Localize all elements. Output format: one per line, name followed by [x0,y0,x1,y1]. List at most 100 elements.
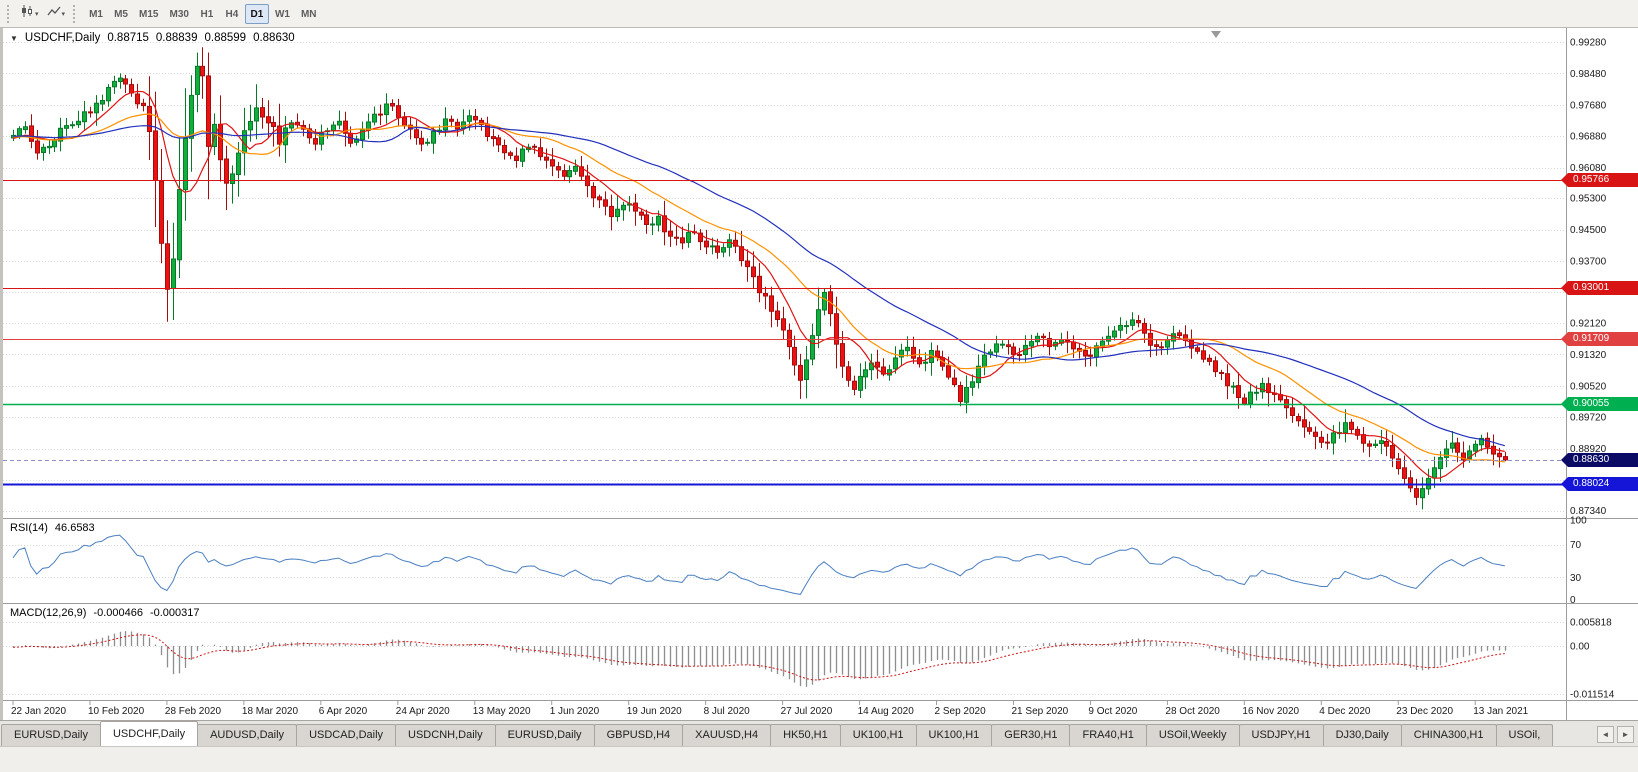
rsi-indicator-label: RSI(14) 46.6583 [10,522,95,534]
date-tick-label: 13 May 2020 [473,706,531,717]
ma-line-8 [12,90,1505,479]
one-click-trading-toggle[interactable]: ▼ [10,33,18,43]
grid-layer [3,42,1566,695]
date-tick-label: 8 Jul 2020 [704,706,751,717]
symbol-tab-hk50-h1[interactable]: HK50,H1 [770,724,841,746]
date-tick-label: 18 Mar 2020 [242,706,299,717]
symbol-tabs: EURUSD,Daily USDCHF,Daily AUDUSD,Daily USDC… [1,721,1554,746]
timeframe-button-mn[interactable]: MN [300,8,317,20]
toolbar-grip[interactable] [7,4,12,23]
symbol-tab-audusd-daily[interactable]: AUDUSD,Daily [197,724,298,746]
timeframe-button-m30[interactable]: M30 [169,8,189,20]
macd-tick-label: 0.005818 [1570,617,1612,628]
caret-down-icon: ▾ [35,10,39,18]
macd-name: MACD(12,26,9) [10,607,87,619]
price-tick-label: 0.97680 [1570,100,1607,111]
price-level-tag[interactable]: 0.91709 [1561,332,1638,346]
moving-averages-layer [12,90,1505,479]
rsi-tick-label: 100 [1570,516,1587,527]
price-tick-label: 0.94500 [1570,225,1607,236]
price-tick-label: 0.93700 [1570,257,1607,268]
price-level-tag[interactable]: 0.90055 [1561,397,1638,411]
top-toolbar: ▾ ▾ M1 M5 M15 M30 H1 H4 D1 W1 MN [0,0,1638,28]
axis-labels: 0.99280 0.98480 0.97680 0.96880 0.96080 0.953… [11,38,1615,718]
price-level-tag[interactable]: 0.93001 [1561,281,1638,295]
tab-scroll-controls: ◄ ► [1593,721,1638,746]
symbol-tab-fra40-h1[interactable]: FRA40,H1 [1069,724,1147,746]
date-tick-label: 28 Feb 2020 [165,706,222,717]
tabs-scroll-right-button[interactable]: ► [1617,725,1634,743]
timeframe-button-h1[interactable]: H1 [200,8,214,20]
symbol-tab-china300-h1[interactable]: CHINA300,H1 [1400,724,1497,746]
date-tick-label: 1 Jun 2020 [550,706,600,717]
symbol-tab-eurusd-daily[interactable]: EURUSD,Daily [494,724,595,746]
price-tick-label: 0.98480 [1570,69,1607,80]
symbol-tab-eurusd-daily[interactable]: EURUSD,Daily [1,724,101,746]
date-tick-label: 2 Sep 2020 [935,706,987,717]
symbol-tab-usdcnh-daily[interactable]: USDCNH,Daily [395,724,496,746]
price-tick-label: 0.99280 [1570,38,1607,49]
rsi-tick-label: 70 [1570,540,1582,551]
caret-down-icon: ▾ [61,10,66,18]
timeframe-button-h4[interactable]: H4 [225,8,239,20]
price-tick-label: 0.92120 [1570,319,1607,330]
symbol-tabbar: EURUSD,Daily USDCHF,Daily AUDUSD,Daily USDC… [0,720,1638,746]
price-tick-label: 0.95300 [1570,194,1607,205]
macd-histogram [12,631,1507,687]
macd-signal: -0.000317 [149,607,200,619]
tabs-scroll-left-button[interactable]: ◄ [1597,725,1614,743]
symbol-tab-uk100-h1[interactable]: UK100,H1 [839,724,917,746]
price-tick-label: 0.88920 [1570,444,1607,455]
chart-shift-marker[interactable] [1211,31,1221,38]
symbol-tab-usdjpy-h1[interactable]: USDJPY,H1 [1238,724,1324,746]
rsi-value: 46.6583 [54,522,95,534]
chart-title: ▼ USDCHF,Daily 0.88715 0.88839 0.88599 0… [10,32,295,44]
date-tick-label: 23 Dec 2020 [1396,706,1453,717]
symbol-tab-gbpusd-h4[interactable]: GBPUSD,H4 [593,724,684,746]
symbol-tab-ger30-h1[interactable]: GER30,H1 [991,724,1071,746]
rsi-name: RSI(14) [10,522,48,534]
macd-value: -0.000466 [93,607,143,619]
price-chart-canvas[interactable]: 0.99280 0.98480 0.97680 0.96880 0.96080 0.953… [3,28,1638,720]
symbol-tab-xauusd-h4[interactable]: XAUUSD,H4 [682,724,772,746]
macd-tick-label: 0.00 [1570,642,1590,653]
status-bar [0,746,1638,772]
ma-line-40 [12,125,1505,447]
timeframe-toolbar: M1 M5 M15 M30 H1 H4 D1 W1 MN [84,3,321,24]
date-tick-label: 21 Sep 2020 [1012,706,1069,717]
price-tick-label: 0.90520 [1570,381,1607,392]
date-tick-label: 19 Jun 2020 [627,706,682,717]
price-level-tag[interactable]: 0.88024 [1561,477,1638,491]
ohlc-open: 0.88715 [107,32,149,44]
timeframe-button-d1[interactable]: D1 [244,3,269,24]
line-chart-icon [47,4,61,23]
timeframe-button-w1[interactable]: W1 [274,8,290,20]
chart-window: 0.99280 0.98480 0.97680 0.96880 0.96080 0.953… [0,28,1638,720]
date-tick-label: 24 Apr 2020 [396,706,450,717]
toolbar-grip[interactable] [73,4,78,23]
chart-type-button[interactable]: ▾ [16,3,43,25]
date-tick-label: 14 Aug 2020 [858,706,915,717]
timeframe-button-m1[interactable]: M1 [89,8,103,20]
date-tick-label: 4 Dec 2020 [1319,706,1371,717]
ma-line-20 [12,113,1505,463]
line-chart-button[interactable]: ▾ [43,3,70,25]
ohlc-close: 0.88630 [253,32,295,44]
symbol-tab-usoil-[interactable]: USOil, [1495,724,1554,746]
symbol-tab-uk100-h1[interactable]: UK100,H1 [915,724,993,746]
price-tick-label: 0.87340 [1570,506,1607,517]
symbol-tab-dj30-daily[interactable]: DJ30,Daily [1322,724,1402,746]
timeframe-button-m15[interactable]: M15 [139,8,159,20]
symbol-tab-usoil-weekly[interactable]: USOil,Weekly [1145,724,1240,746]
price-level-tag[interactable]: 0.95766 [1561,173,1638,187]
horizontal-levels-layer [3,180,1566,486]
candlestick-chart-icon [20,4,34,23]
price-tick-label: 0.96880 [1570,132,1607,143]
date-tick-label: 16 Nov 2020 [1242,706,1299,717]
macd-indicator-label: MACD(12,26,9) -0.000466 -0.000317 [10,607,200,619]
symbol-tab-usdchf-daily[interactable]: USDCHF,Daily [99,721,199,746]
timeframe-button-m5[interactable]: M5 [114,8,128,20]
date-tick-label: 27 Jul 2020 [781,706,833,717]
current-price-tag: 0.88630 [1561,453,1638,467]
symbol-tab-usdcad-daily[interactable]: USDCAD,Daily [296,724,397,746]
